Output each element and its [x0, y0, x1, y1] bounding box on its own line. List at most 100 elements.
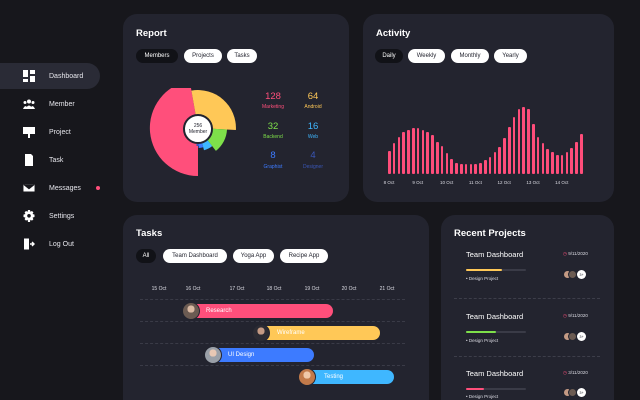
sidebar-item-project[interactable]: Project	[0, 119, 100, 145]
activity-bar	[580, 133, 583, 174]
sidebar-item-label: Dashboard	[49, 72, 84, 80]
messages-icon	[22, 181, 36, 195]
clock-icon: ◷	[563, 370, 567, 375]
progress-bar	[466, 388, 484, 390]
gantt-bar-wireframe[interactable]: Wireframe	[256, 326, 380, 340]
tab-daily[interactable]: Daily	[375, 49, 403, 63]
sidebar: Dashboard Member Project Task Messages S…	[0, 0, 118, 400]
activity-bar	[412, 127, 415, 174]
tab-tasks[interactable]: Tasks	[227, 49, 257, 63]
tab-monthly[interactable]: Monthly	[451, 49, 489, 63]
activity-title: Activity	[376, 28, 411, 39]
activity-bar	[426, 132, 429, 174]
project-icon	[22, 125, 36, 139]
filter-yoga-app[interactable]: Yoga App	[233, 249, 274, 263]
avatar	[568, 270, 577, 279]
activity-bar	[503, 138, 506, 174]
activity-bar	[541, 143, 545, 174]
gantt-gridline	[140, 365, 405, 366]
activity-x-tick: 14 Oct	[555, 180, 569, 185]
activity-chart: 8 Oct 9 Oct 10 Oct 11 Oct 12 Oct 13 Oct 14 Oct	[363, 14, 614, 202]
divider	[454, 298, 600, 299]
tasks-title: Tasks	[136, 228, 163, 239]
activity-bar	[493, 152, 497, 174]
gantt-bar-label: Testing	[324, 374, 344, 380]
activity-card: Activity Daily Weekly Monthly Yearly 8 O…	[363, 14, 614, 202]
stat-backend-label: Backend	[263, 134, 283, 140]
stat-graphist-label: Graphist	[263, 164, 283, 170]
stat-android-label: Android	[304, 104, 322, 110]
activity-bar	[527, 109, 530, 174]
tab-weekly[interactable]: Weekly	[408, 49, 445, 63]
activity-bar	[440, 145, 444, 174]
project-subtitle: • Design Project	[466, 276, 499, 281]
tab-yearly[interactable]: Yearly	[494, 49, 527, 63]
gantt-date: 19 Oct	[304, 286, 320, 292]
gantt-bar-testing[interactable]: Testing	[302, 370, 394, 384]
sidebar-item-messages[interactable]: Messages	[0, 175, 100, 201]
pie-slice-marketing	[149, 88, 198, 177]
divider	[454, 356, 600, 357]
filter-all[interactable]: All	[136, 249, 156, 263]
gantt-bar-ui-design[interactable]: UI Design	[208, 348, 314, 362]
activity-bar	[498, 146, 501, 174]
gantt-gridline	[140, 299, 405, 300]
gantt-bar-research[interactable]: Research	[186, 304, 333, 318]
activity-bar	[560, 154, 564, 174]
activity-bar	[455, 162, 458, 174]
task-icon	[22, 153, 36, 167]
project-subtitle: • Design Project	[466, 394, 499, 399]
avatar	[182, 302, 200, 320]
project-name: Team Dashboard	[466, 250, 524, 259]
gantt-gridline	[140, 321, 405, 322]
stat-web-value: 16	[307, 121, 319, 132]
activity-bar	[397, 136, 401, 174]
activity-bar	[474, 164, 477, 174]
gantt-date: 15 Oct	[151, 286, 167, 292]
gantt-bar-label: UI Design	[228, 352, 255, 358]
sidebar-item-label: Task	[49, 156, 64, 164]
stat-marketing-value: 128	[265, 91, 281, 102]
sidebar-item-label: Settings	[49, 212, 75, 220]
activity-bar	[484, 160, 487, 174]
avatar	[252, 324, 270, 342]
activity-bar	[460, 164, 463, 174]
stat-android-value: 64	[307, 91, 319, 102]
gantt-bar-label: Research	[206, 308, 232, 314]
member-total-value: 256	[193, 123, 203, 129]
activity-x-tick: 8 Oct	[383, 180, 395, 185]
activity-bar	[488, 157, 492, 174]
activity-bar	[445, 153, 449, 174]
tab-projects[interactable]: Projects	[184, 49, 222, 63]
gantt-date: 18 Oct	[266, 286, 282, 292]
activity-bar	[565, 152, 569, 174]
activity-bar	[556, 154, 559, 174]
sidebar-item-dashboard[interactable]: Dashboard	[0, 63, 100, 89]
activity-bar	[436, 141, 439, 174]
project-date: ◷ 9/11/2020	[563, 251, 588, 256]
progress-bar	[466, 331, 496, 333]
activity-bar	[416, 127, 420, 174]
sidebar-item-logout[interactable]: Log Out	[0, 231, 100, 257]
report-card: Report Members Projects Tasks 256 Member…	[123, 14, 349, 202]
gantt-date: 17 Oct	[229, 286, 245, 292]
filter-team-dashboard[interactable]: Team Dashboard	[163, 249, 227, 263]
sidebar-item-task[interactable]: Task	[0, 147, 100, 173]
sidebar-item-member[interactable]: Member	[0, 91, 100, 117]
report-title: Report	[136, 28, 167, 39]
sidebar-item-label: Log Out	[49, 240, 74, 248]
stat-backend-value: 32	[267, 121, 279, 132]
filter-recipe-app[interactable]: Recipe App	[280, 249, 328, 263]
project-date: ◷ 9/11/2020	[563, 313, 588, 318]
tab-members[interactable]: Members	[136, 49, 178, 63]
sidebar-item-settings[interactable]: Settings	[0, 203, 100, 229]
activity-bar	[522, 107, 525, 174]
stat-graphist-value: 8	[270, 150, 276, 161]
project-subtitle: • Design Project	[466, 338, 499, 343]
stat-designer-value: 4	[310, 150, 316, 161]
clock-icon: ◷	[563, 251, 567, 256]
sidebar-item-label: Member	[49, 100, 75, 108]
activity-bar	[450, 159, 453, 174]
stat-designer-label: Designer	[302, 164, 323, 170]
activity-bar	[536, 136, 540, 174]
